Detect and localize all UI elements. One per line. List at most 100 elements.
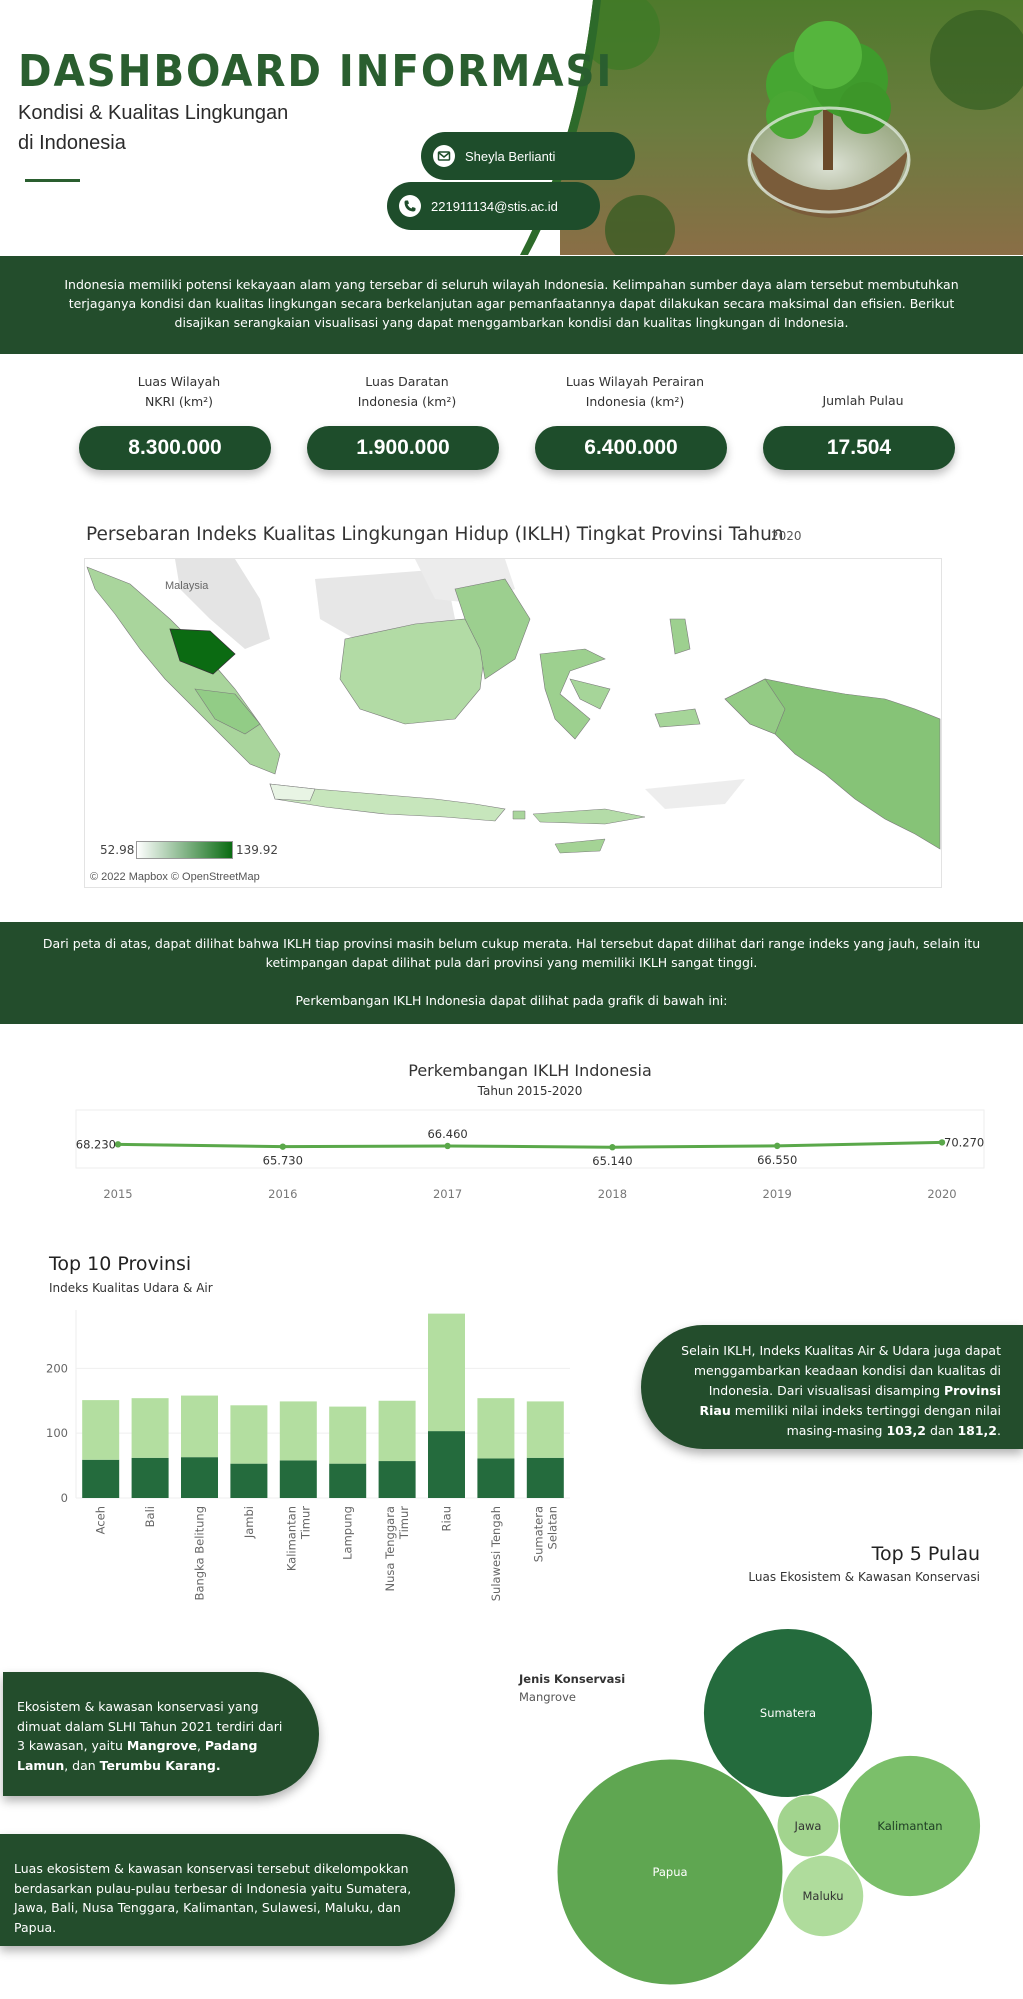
top10-bar-chart[interactable]: 0 100 200 Aceh Bali Bangka Belitung Jambi Kalim… bbox=[0, 1300, 600, 1610]
bar-x-label-lampung-0: Lampung bbox=[341, 1506, 355, 1560]
line-x-tick-2019: 2019 bbox=[763, 1187, 792, 1201]
bar-udara-kalimantan-timur bbox=[279, 1401, 317, 1461]
bubble-label-maluku: Maluku bbox=[802, 1889, 843, 1903]
bar-air-jambi bbox=[230, 1463, 268, 1498]
line-data-label-2020: 70.270 bbox=[944, 1135, 984, 1149]
bubble-chart-subtitle: Luas Ekosistem & Kawasan Konservasi bbox=[748, 1570, 980, 1584]
line-point-2018 bbox=[609, 1144, 616, 1151]
author-email-pill[interactable]: 221911134@stis.ac.id bbox=[387, 182, 600, 230]
dashboard-title: DASHBOARD INFORMASI bbox=[18, 46, 614, 97]
bar-y-tick-0: 0 bbox=[61, 1491, 68, 1505]
line-x-tick-2015: 2015 bbox=[103, 1187, 132, 1201]
bubble-papua bbox=[556, 1758, 784, 1986]
bar-x-label-riau-0: Riau bbox=[440, 1506, 454, 1532]
south-land bbox=[645, 779, 745, 809]
bar-udara-aceh bbox=[82, 1400, 120, 1460]
header: DASHBOARD INFORMASI Kondisi & Kualitas L… bbox=[0, 0, 1023, 255]
bar-air-bali bbox=[131, 1457, 169, 1498]
line-x-tick-2020: 2020 bbox=[927, 1187, 956, 1201]
map-title: Persebaran Indeks Kualitas Lingkungan Hi… bbox=[86, 524, 784, 545]
bar-air-aceh bbox=[82, 1459, 120, 1498]
stat-label-nkri: Luas Wilayah NKRI (km²) bbox=[137, 374, 221, 409]
line-point-2015 bbox=[114, 1141, 122, 1148]
line-chart-title: Perkembangan IKLH Indonesia bbox=[408, 1061, 652, 1080]
bubble-chart-title: Top 5 Pulau bbox=[871, 1543, 980, 1565]
bar-udara-sulawesi-tengah bbox=[477, 1398, 515, 1459]
malaysia-land bbox=[175, 559, 270, 649]
bar-air-sumatera-selatan bbox=[526, 1457, 564, 1498]
tree-globe-image bbox=[747, 21, 911, 218]
author-name: Sheyla Berlianti bbox=[465, 148, 556, 164]
mid-text-p2: Perkembangan IKLH Indonesia dapat diliha… bbox=[295, 993, 728, 1008]
kalimantan bbox=[339, 618, 486, 725]
bubble-jawa bbox=[776, 1794, 840, 1858]
line-chart-subtitle: Tahun 2015-2020 bbox=[477, 1084, 583, 1098]
bar-y-tick-200: 200 bbox=[46, 1361, 68, 1375]
line-x-tick-2017: 2017 bbox=[433, 1187, 462, 1201]
bubble-legend-value[interactable]: Mangrove bbox=[519, 1690, 576, 1704]
stat-label-pulau: Jumlah Pulau bbox=[822, 393, 904, 408]
intro-band: Indonesia memiliki potensi kekayaan alam… bbox=[0, 256, 1023, 354]
author-name-pill: Sheyla Berlianti bbox=[421, 132, 635, 180]
legend-max: 139.92 bbox=[236, 843, 278, 857]
bar-udara-bangka-belitung bbox=[181, 1395, 218, 1458]
bar-chart-title: Top 10 Provinsi bbox=[49, 1253, 192, 1275]
bar-x-label-kalimantan-timur-0: Kalimantan bbox=[284, 1506, 298, 1571]
java bbox=[269, 783, 506, 822]
iklh-line-chart[interactable]: 68.230 2015 65.730 2016 66.460 2017 65.140 2018… bbox=[0, 1100, 1023, 1210]
line-data-label-2017: 66.460 bbox=[427, 1127, 467, 1141]
bar-udara-jambi bbox=[230, 1405, 268, 1464]
borneo-north-land bbox=[315, 569, 455, 639]
bar-air-bangka-belitung bbox=[181, 1457, 218, 1498]
intro-text: Indonesia memiliki potensi kekayaan alam… bbox=[64, 277, 959, 330]
line-series-iklh bbox=[117, 1140, 943, 1149]
mail-icon bbox=[433, 145, 455, 167]
bar-chart-subtitle: Indeks Kualitas Udara & Air bbox=[49, 1281, 213, 1295]
bar-udara-riau bbox=[428, 1313, 465, 1432]
bar-udara-lampung bbox=[329, 1406, 367, 1464]
line-data-label-2016: 65.730 bbox=[263, 1154, 303, 1168]
stat-value-perairan: 6.400.000 bbox=[535, 426, 727, 470]
mid-text-p1: Dari peta di atas, dapat dilihat bahwa I… bbox=[42, 936, 981, 970]
bar-air-sulawesi-tengah bbox=[477, 1458, 515, 1498]
bar-x-label-sulawesi-tengah-0: Sulawesi Tengah bbox=[489, 1506, 503, 1601]
bar-air-nusa-tenggara-timur bbox=[378, 1461, 416, 1498]
line-x-tick-2016: 2016 bbox=[268, 1187, 297, 1201]
line-point-2020 bbox=[938, 1139, 946, 1146]
bubble-label-jawa: Jawa bbox=[794, 1819, 822, 1833]
bar-x-label-jambi-0: Jambi bbox=[242, 1506, 256, 1539]
bubble-sumatera bbox=[702, 1627, 874, 1799]
line-point-2017 bbox=[444, 1142, 451, 1150]
bubble-legend-title: Jenis Konservasi bbox=[519, 1672, 626, 1686]
bar-x-label-kalimantan-timur-1: Timur bbox=[298, 1506, 312, 1540]
mid-band: Dari peta di atas, dapat dilihat bahwa I… bbox=[0, 922, 1023, 1024]
bubble-maluku bbox=[781, 1854, 865, 1938]
bar-air-kalimantan-timur bbox=[279, 1460, 317, 1498]
title-divider bbox=[25, 179, 80, 182]
map-year-filter[interactable]: 2020 bbox=[771, 529, 802, 543]
map-attribution[interactable]: © 2022 Mapbox © OpenStreetMap bbox=[90, 871, 260, 883]
bar-x-label-nusa-tenggara-timur-0: Nusa Tenggara bbox=[383, 1506, 397, 1591]
top5-bubble-chart[interactable]: Papua Sumatera Kalimantan Maluku Jawa bbox=[540, 1610, 1023, 1999]
iklh-map[interactable]: Malaysia bbox=[84, 558, 942, 888]
sulawesi bbox=[539, 648, 606, 740]
line-data-label-2015: 68.230 bbox=[76, 1137, 116, 1151]
stat-value-daratan: 1.900.000 bbox=[307, 426, 499, 470]
bar-air-riau bbox=[428, 1431, 465, 1498]
conservation-info-box: Ekosistem & kawasan konservasi yang dimu… bbox=[3, 1672, 319, 1796]
line-data-label-2019: 66.550 bbox=[757, 1153, 797, 1167]
stat-label-perairan: Luas Wilayah Perairan Indonesia (km²) bbox=[565, 374, 705, 409]
riau-province bbox=[169, 628, 236, 675]
bar-udara-nusa-tenggara-timur bbox=[378, 1400, 416, 1462]
dashboard-subtitle: Kondisi & Kualitas Lingkungan di Indones… bbox=[18, 98, 318, 158]
maluku bbox=[669, 618, 691, 655]
bar-x-label-sumatera-selatan-1: Selatan bbox=[545, 1506, 559, 1549]
country-label: Malaysia bbox=[165, 580, 209, 592]
bar-x-label-aceh-0: Aceh bbox=[94, 1506, 108, 1534]
author-email[interactable]: 221911134@stis.ac.id bbox=[431, 198, 558, 214]
line-x-tick-2018: 2018 bbox=[598, 1187, 627, 1201]
bar-x-label-nusa-tenggara-timur-1: Timur bbox=[397, 1506, 411, 1540]
bubble-label-papua: Papua bbox=[652, 1865, 687, 1879]
phone-icon bbox=[399, 195, 421, 217]
line-data-label-2018: 65.140 bbox=[592, 1154, 632, 1168]
